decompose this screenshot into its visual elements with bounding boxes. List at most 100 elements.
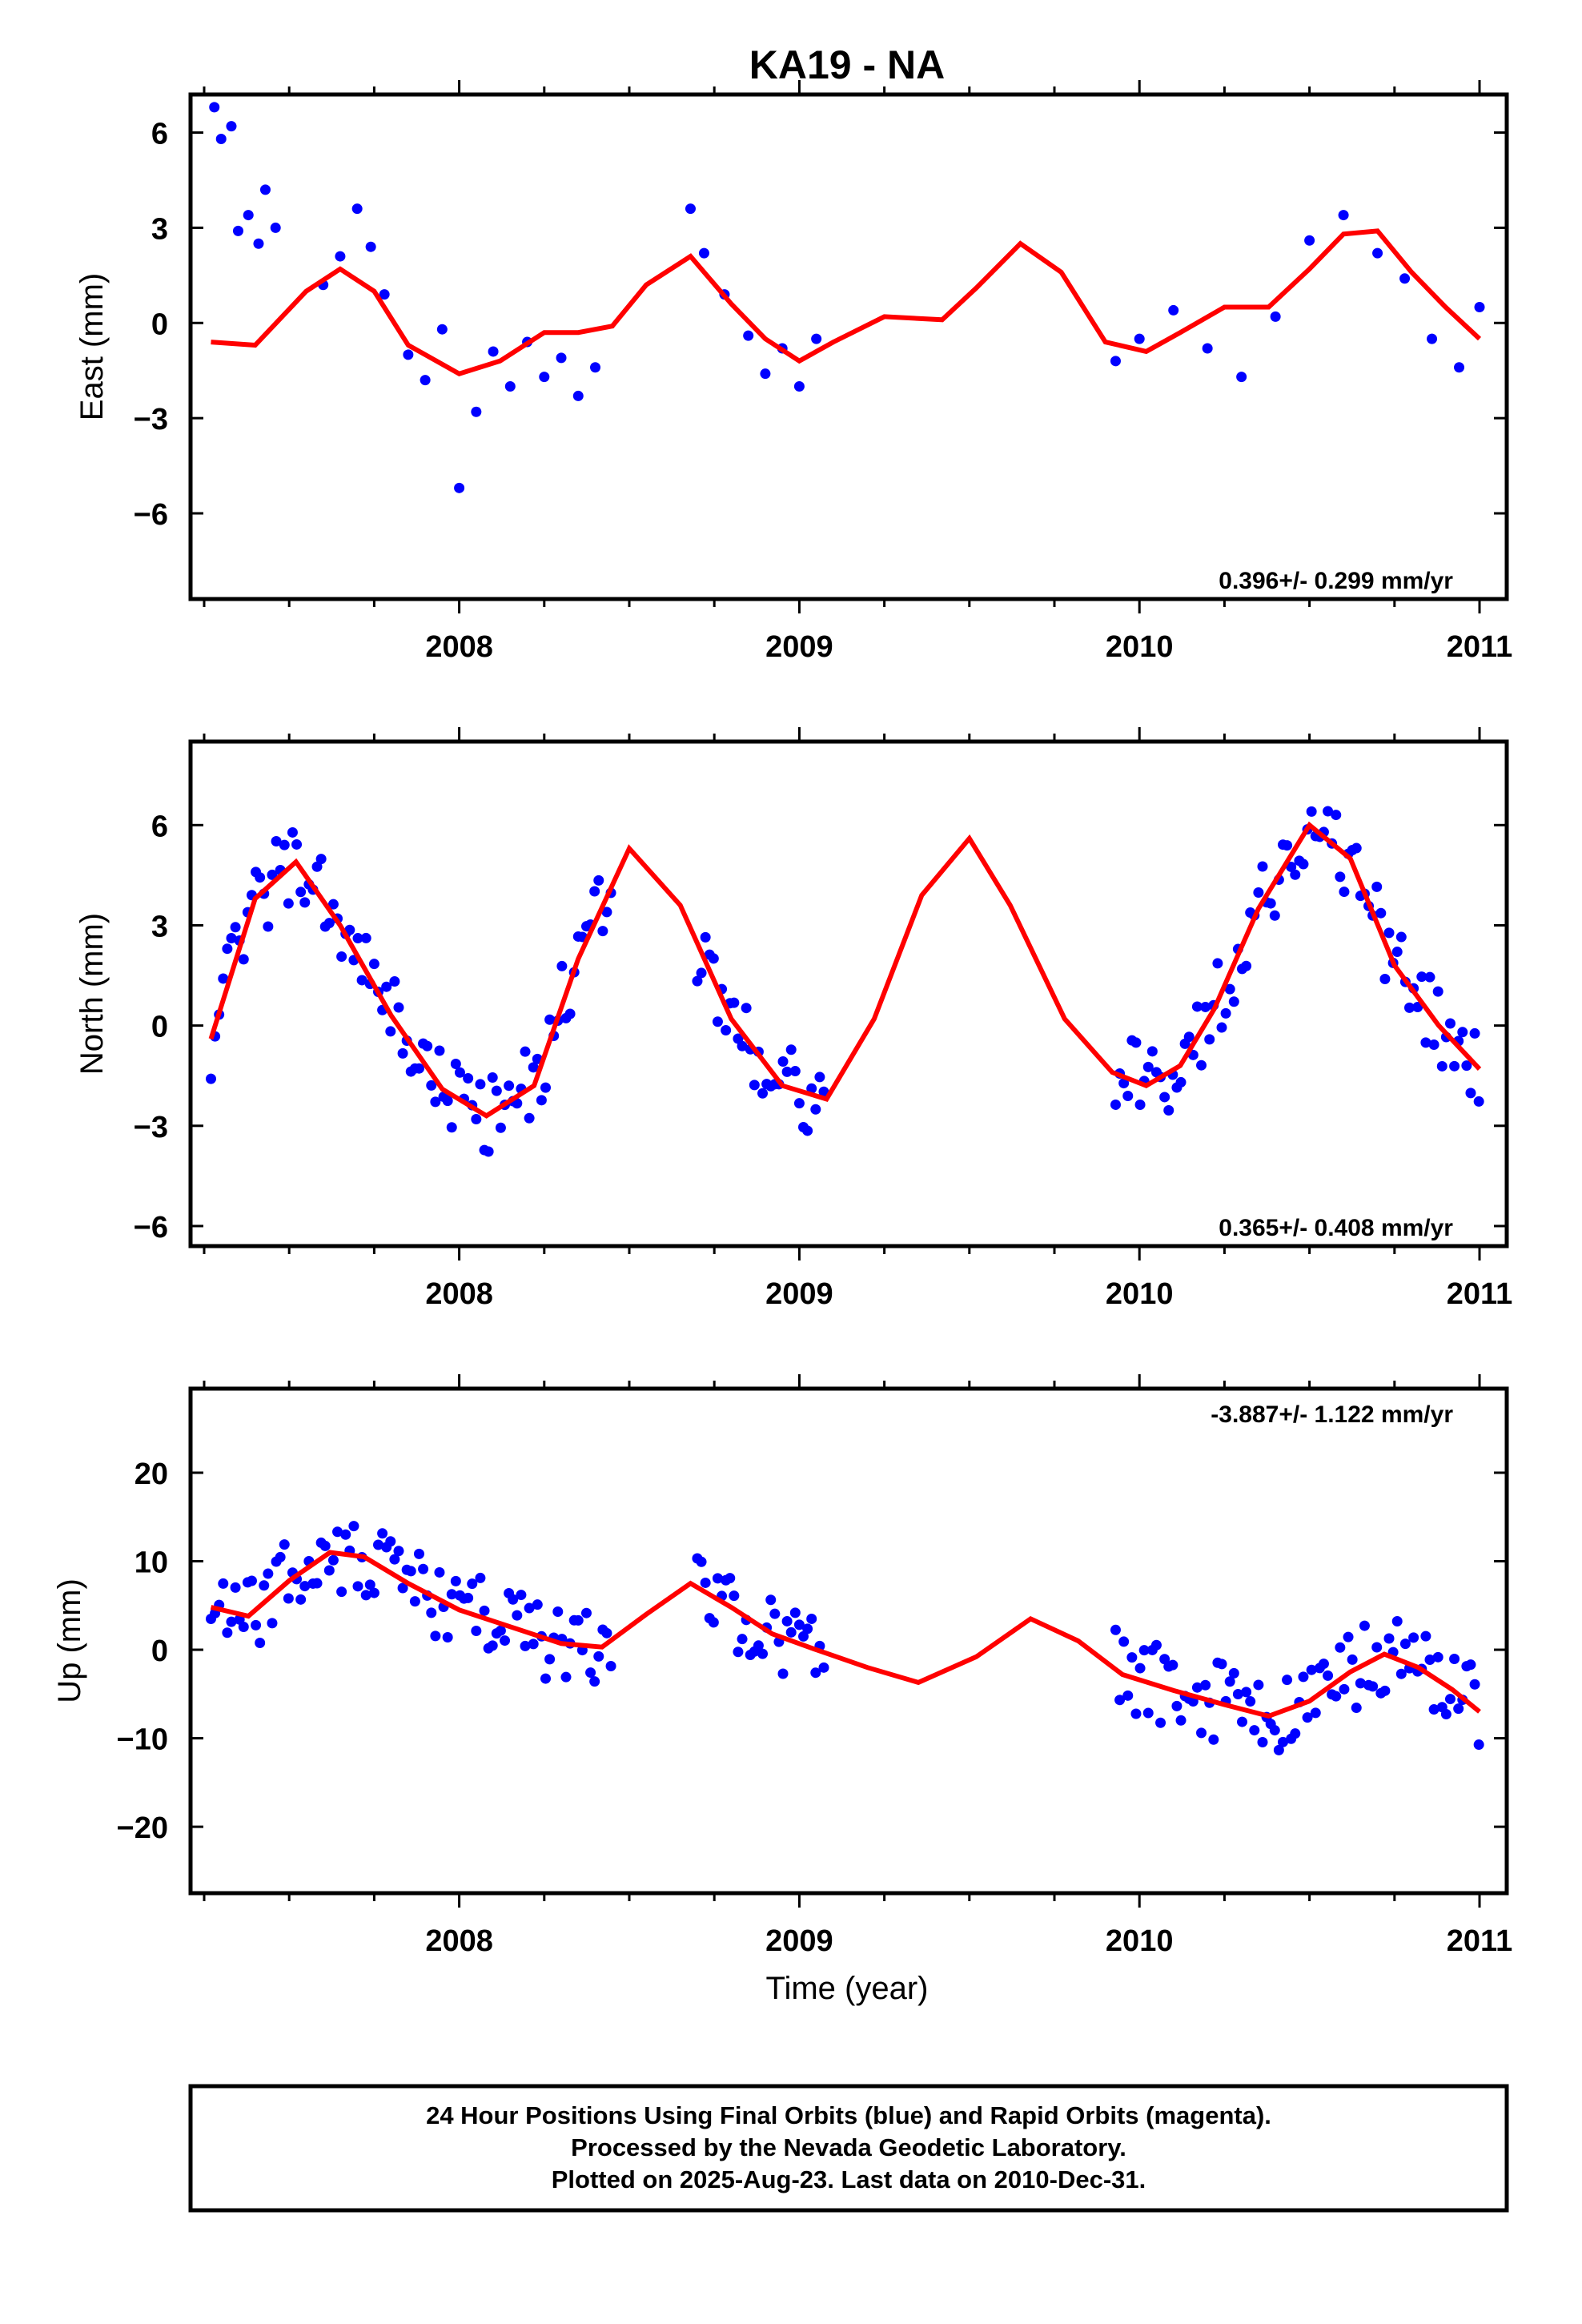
data-point [1183, 1031, 1195, 1043]
data-point [1457, 1027, 1468, 1038]
data-point [393, 1002, 404, 1013]
data-point [1310, 1707, 1321, 1719]
data-point [1253, 1679, 1264, 1691]
data-point [1440, 1709, 1452, 1720]
data-point [1351, 842, 1362, 854]
data-point [512, 1610, 523, 1621]
data-point [1306, 806, 1317, 817]
y-tick-label: 10 [135, 1546, 168, 1580]
data-point [556, 960, 568, 971]
data-point [516, 1590, 527, 1601]
data-point [1202, 343, 1213, 354]
data-point [335, 251, 346, 262]
data-point [737, 1634, 748, 1645]
x-tick-label: 2009 [765, 630, 833, 664]
y-tick-label: 6 [151, 118, 168, 151]
panel-north: −6 −3 0 3 6 2008 2009 2010 2011 North (mm) 0.36… [74, 727, 1512, 1311]
data-point [1122, 1091, 1134, 1102]
data-point [1241, 1687, 1252, 1698]
data-point [491, 1085, 502, 1096]
data-point [215, 133, 227, 144]
data-point [520, 1640, 531, 1651]
data-point [540, 1082, 551, 1093]
data-point [1416, 971, 1427, 983]
x-axis-east: 2008 2009 2010 2011 [203, 80, 1512, 664]
plot-frame-north [188, 739, 1509, 1248]
data-point [536, 1095, 547, 1106]
data-point [1130, 1037, 1142, 1048]
y-axis-east: −6 −3 0 3 6 [134, 118, 1507, 532]
data-point [487, 1072, 498, 1083]
data-point [1257, 1736, 1268, 1747]
y-axis-north: −6 −3 0 3 6 [134, 810, 1507, 1244]
data-point [1395, 1668, 1407, 1679]
data-point [528, 1638, 539, 1650]
data-point [379, 289, 390, 300]
data-point [365, 241, 376, 252]
data-point [593, 875, 604, 886]
data-point [344, 924, 355, 935]
data-point [793, 1098, 805, 1109]
y-tick-label: 0 [151, 1634, 168, 1668]
data-point [1298, 858, 1309, 870]
data-point [389, 1554, 400, 1565]
rate-label-north: 0.365+/- 0.408 mm/yr [1219, 1215, 1453, 1241]
data-point [1331, 810, 1342, 821]
data-point [777, 1668, 789, 1679]
data-point [1404, 1002, 1415, 1013]
data-point [352, 1581, 363, 1592]
data-point [336, 1586, 347, 1598]
data-point [540, 1673, 551, 1684]
data-point [1257, 861, 1268, 872]
caption-frame [188, 2084, 1509, 2213]
data-point [1436, 1060, 1447, 1072]
data-point [409, 1596, 420, 1607]
data-point [475, 1572, 486, 1583]
data-point [283, 898, 294, 909]
data-point [1204, 1034, 1215, 1045]
data-point [1351, 1703, 1362, 1714]
data-point [426, 1080, 437, 1091]
data-point [205, 1073, 216, 1084]
data-point [696, 967, 707, 979]
data-point [757, 1648, 769, 1659]
x-tick-label: 2009 [765, 1277, 833, 1311]
data-point [1383, 927, 1395, 939]
data-point [585, 1667, 596, 1679]
data-point [1420, 1630, 1431, 1642]
data-point [811, 333, 822, 344]
data-point [769, 1608, 781, 1619]
data-point [806, 1613, 817, 1624]
data-point [275, 1551, 286, 1562]
data-point [1236, 372, 1247, 383]
data-point [590, 362, 601, 373]
data-point [1473, 1096, 1484, 1107]
y-axis-label-up: Up (mm) [52, 1578, 87, 1703]
data-point [1200, 1679, 1211, 1691]
data-point [1269, 910, 1280, 921]
data-point [311, 1578, 323, 1589]
data-point [422, 1040, 433, 1051]
caption-line-3: Plotted on 2025-Aug-23. Last data on 201… [552, 2165, 1146, 2193]
data-point [1298, 1671, 1309, 1683]
data-point [793, 381, 805, 392]
data-point [348, 1521, 359, 1532]
data-point [556, 352, 567, 364]
data-point [246, 1575, 257, 1586]
data-point [1224, 1676, 1235, 1687]
data-point [340, 1529, 351, 1540]
data-point [793, 1619, 805, 1630]
data-point [564, 1008, 576, 1019]
data-point [597, 926, 608, 937]
data-point [1212, 958, 1223, 969]
data-point [323, 1565, 335, 1576]
data-point [818, 1662, 829, 1673]
data-point [1359, 1620, 1370, 1631]
data-point [1150, 1639, 1162, 1651]
data-point [601, 1627, 612, 1638]
data-point [253, 238, 264, 249]
data-point [279, 839, 290, 850]
data-point [442, 1632, 453, 1643]
data-point [1465, 1659, 1476, 1671]
